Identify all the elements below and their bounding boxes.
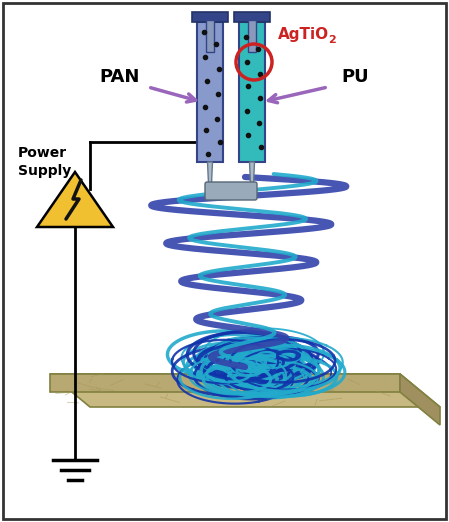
Text: PU: PU bbox=[341, 68, 369, 86]
Polygon shape bbox=[37, 172, 113, 227]
Text: PAN: PAN bbox=[100, 68, 140, 86]
Bar bbox=[234, 12, 270, 22]
Text: Power
Supply: Power Supply bbox=[18, 146, 71, 177]
Text: 2: 2 bbox=[328, 35, 336, 45]
Text: AgTiO: AgTiO bbox=[278, 28, 329, 42]
Bar bbox=[248, 20, 256, 52]
Bar bbox=[197, 22, 223, 162]
Bar bbox=[206, 20, 214, 52]
Polygon shape bbox=[207, 162, 212, 184]
Polygon shape bbox=[50, 374, 400, 392]
Polygon shape bbox=[250, 162, 255, 184]
Bar bbox=[192, 12, 228, 22]
Polygon shape bbox=[50, 374, 440, 407]
Polygon shape bbox=[400, 374, 440, 425]
FancyBboxPatch shape bbox=[205, 182, 257, 200]
Bar bbox=[239, 22, 265, 162]
